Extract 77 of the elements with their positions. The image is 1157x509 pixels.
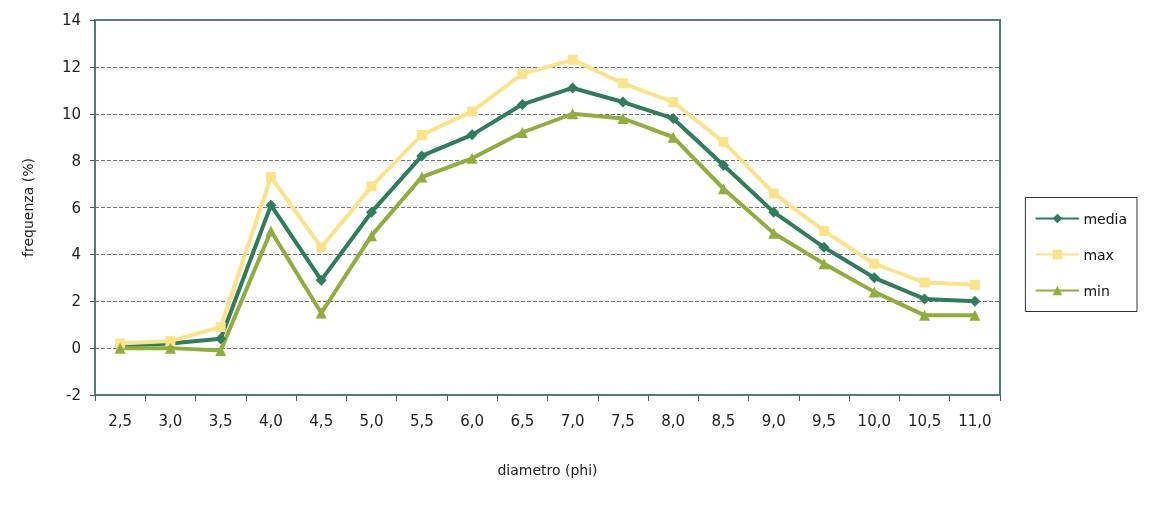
x-tick-label: 4,0	[259, 411, 283, 430]
point	[315, 307, 327, 319]
point	[466, 152, 478, 164]
x-tick-label: 9,5	[812, 411, 836, 430]
point	[315, 274, 327, 286]
point	[467, 106, 478, 117]
point	[265, 225, 277, 237]
point	[818, 241, 830, 253]
y-tick-label: 2	[71, 292, 81, 311]
point	[819, 225, 830, 236]
y-tick-label: 12	[61, 57, 81, 76]
point	[668, 97, 679, 108]
point	[717, 183, 729, 195]
point	[466, 129, 478, 141]
x-tick-label: 7,0	[560, 411, 585, 430]
point	[215, 322, 226, 333]
point	[516, 127, 528, 138]
point	[868, 286, 880, 298]
y-axis-title: frequenza (%)	[20, 158, 36, 257]
point	[919, 277, 930, 288]
x-tick-label: 10,0	[857, 411, 892, 430]
x-tick-label: 11,0	[958, 411, 992, 430]
point	[215, 344, 227, 356]
point	[768, 227, 780, 239]
y-tick-label: 4	[71, 245, 81, 264]
point	[366, 230, 378, 242]
x-tick-label: 6,5	[510, 411, 535, 430]
x-tick-label: 8,5	[711, 411, 736, 430]
y-tick-label: 10	[61, 104, 81, 123]
point	[567, 54, 578, 65]
point	[265, 199, 277, 211]
legend-label: media	[1083, 210, 1127, 227]
x-axis-title: diametro (phi)	[497, 462, 598, 478]
point	[366, 206, 378, 218]
point	[265, 172, 276, 183]
y-tick-label: -2	[66, 386, 81, 404]
point	[416, 150, 428, 162]
point	[617, 78, 628, 89]
y-tick-label: 0	[71, 339, 81, 358]
legend-label: min	[1083, 282, 1110, 299]
point	[516, 98, 528, 110]
point	[567, 108, 579, 120]
point	[366, 181, 377, 192]
y-tick-label: 14	[61, 11, 81, 29]
point	[164, 342, 176, 354]
point	[416, 129, 427, 140]
point	[969, 309, 981, 321]
point	[718, 136, 729, 147]
point	[316, 242, 327, 253]
x-tick-label: 10,5	[907, 411, 942, 430]
point	[215, 333, 227, 345]
point	[717, 159, 729, 171]
x-tick-label: 3,5	[208, 411, 233, 430]
point	[617, 96, 629, 108]
legend-label: max	[1083, 246, 1114, 263]
x-tick-label: 8,0	[661, 411, 686, 430]
point	[567, 82, 579, 94]
point	[869, 258, 880, 269]
point	[517, 68, 528, 79]
x-tick-label: 7,5	[610, 411, 635, 430]
point	[768, 188, 779, 199]
y-tick-label: 8	[71, 151, 81, 170]
point	[818, 258, 830, 270]
x-tick-label: 6,0	[460, 411, 485, 430]
x-tick-label: 5,0	[359, 411, 384, 430]
point	[919, 309, 931, 321]
point	[868, 272, 880, 284]
point	[969, 279, 980, 290]
x-tick-label: 3,0	[158, 411, 183, 430]
point	[667, 112, 679, 124]
y-tick-label: 6	[71, 198, 81, 217]
x-tick-label: 5,5	[409, 411, 434, 430]
point	[768, 206, 780, 218]
x-tick-label: 2,5	[108, 411, 133, 430]
x-tick-label: 9,0	[761, 411, 786, 430]
x-tick-label: 4,5	[309, 411, 334, 430]
point	[617, 112, 629, 124]
